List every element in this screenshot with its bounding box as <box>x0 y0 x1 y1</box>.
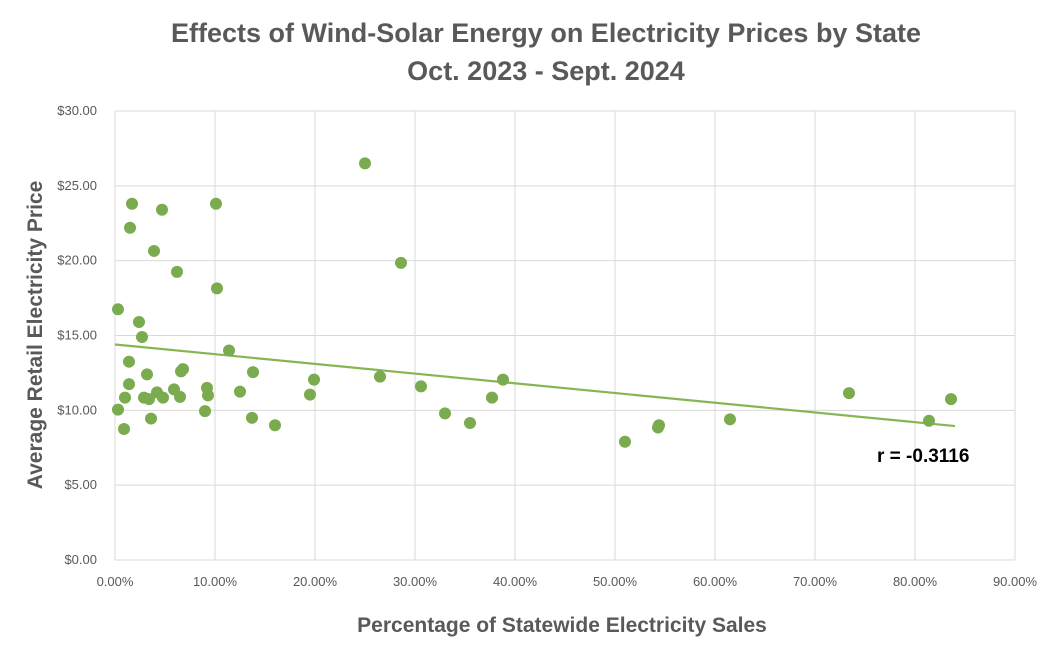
y-tick-label: $0.00 <box>64 552 97 567</box>
data-point <box>464 417 476 430</box>
data-point <box>148 244 160 257</box>
x-axis-tick-labels: 0.00% 10.00% 20.00% 30.00% 40.00% 50.00% 60.00… <box>97 574 1038 589</box>
data-points <box>112 157 957 448</box>
data-point <box>223 344 235 357</box>
data-point <box>171 265 183 278</box>
y-tick-label: $30.00 <box>57 103 97 118</box>
data-point <box>439 407 451 420</box>
data-point <box>199 405 211 418</box>
data-point <box>210 197 222 210</box>
x-tick-label: 50.00% <box>593 574 638 589</box>
data-point <box>118 423 130 436</box>
data-point <box>843 387 855 400</box>
data-point <box>202 389 214 402</box>
y-tick-label: $20.00 <box>57 253 97 268</box>
data-point <box>156 203 168 216</box>
x-tick-label: 70.00% <box>793 574 838 589</box>
data-point <box>174 390 186 403</box>
data-point <box>133 316 145 329</box>
data-point <box>497 373 509 386</box>
y-axis-title: Average Retail Electricity Price <box>24 181 47 490</box>
y-tick-label: $10.00 <box>57 402 97 417</box>
data-point <box>653 419 665 432</box>
data-point <box>157 391 169 404</box>
data-point <box>119 391 131 404</box>
data-point <box>143 393 155 406</box>
data-point <box>395 256 407 269</box>
data-point <box>136 330 148 343</box>
data-point <box>945 393 957 406</box>
data-point <box>141 368 153 381</box>
data-point <box>923 414 935 427</box>
x-tick-label: 60.00% <box>693 574 738 589</box>
chart-title-line-1: Effects of Wind-Solar Energy on Electric… <box>171 18 921 48</box>
x-tick-label: 80.00% <box>893 574 938 589</box>
data-point <box>124 221 136 234</box>
x-tick-label: 20.00% <box>293 574 338 589</box>
y-axis-tick-labels: $0.00 $5.00 $10.00 $15.00 $20.00 $25.00 $30.00 <box>57 103 97 567</box>
x-tick-label: 30.00% <box>393 574 438 589</box>
data-point <box>359 157 371 170</box>
data-point <box>177 363 189 376</box>
chart-title: Effects of Wind-Solar Energy on Electric… <box>0 14 1056 90</box>
data-point <box>123 355 135 368</box>
trendline <box>114 343 956 428</box>
data-point <box>486 391 498 404</box>
data-point <box>211 282 223 295</box>
data-point <box>247 366 259 379</box>
x-tick-label: 10.00% <box>193 574 238 589</box>
grid-lines <box>114 110 1016 561</box>
x-axis-title: Percentage of Statewide Electricity Sale… <box>357 614 767 637</box>
data-point <box>304 388 316 401</box>
trendline-layer <box>114 343 956 428</box>
data-point <box>145 412 157 425</box>
data-point <box>123 378 135 391</box>
data-point <box>724 413 736 426</box>
y-tick-label: $15.00 <box>57 328 97 343</box>
data-point <box>246 411 258 424</box>
correlation-annotation: r = -0.3116 <box>877 446 969 467</box>
x-tick-label: 40.00% <box>493 574 538 589</box>
data-point <box>619 435 631 448</box>
data-point <box>112 403 124 416</box>
y-tick-label: $25.00 <box>57 178 97 193</box>
data-point <box>374 370 386 383</box>
data-point <box>269 419 281 432</box>
chart-title-line-2: Oct. 2023 - Sept. 2024 <box>407 56 685 86</box>
data-point <box>126 197 138 210</box>
y-tick-label: $5.00 <box>64 477 97 492</box>
data-point <box>308 373 320 386</box>
x-tick-label: 90.00% <box>993 574 1038 589</box>
x-tick-label: 0.00% <box>97 574 134 589</box>
data-point <box>415 380 427 393</box>
data-point <box>112 303 124 316</box>
data-point <box>234 385 246 398</box>
